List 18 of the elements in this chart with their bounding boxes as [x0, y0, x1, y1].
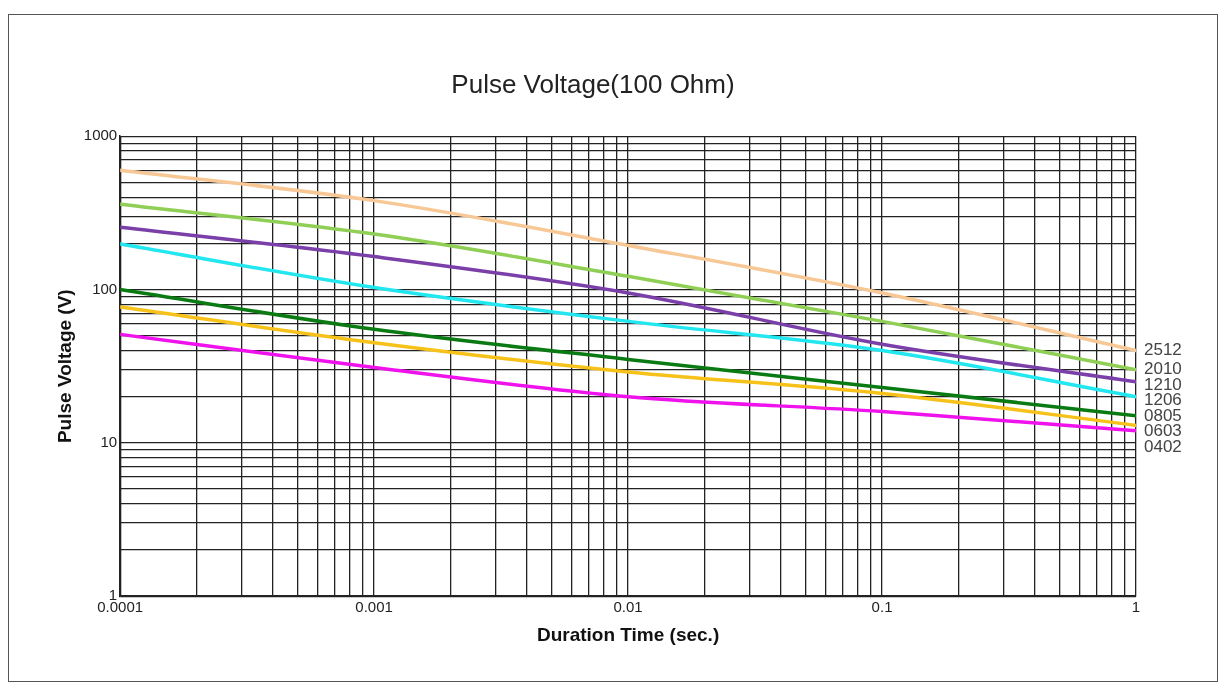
line-series — [120, 305, 1136, 428]
line-series — [120, 242, 1136, 399]
x-tick-label: 0.1 — [871, 598, 893, 616]
x-tick-label: 1 — [1131, 598, 1141, 616]
x-tick-label: 0.01 — [613, 598, 643, 616]
series-label: 2512 — [1144, 340, 1182, 360]
y-tick-label: 1000 — [83, 126, 118, 144]
line-series — [120, 332, 1136, 433]
x-axis-title: Duration Time (sec.) — [536, 623, 720, 645]
x-tick-label: 0.001 — [355, 598, 393, 616]
line-series — [120, 225, 1136, 384]
y-tick-label: 10 — [100, 433, 118, 451]
y-tick-label: 100 — [92, 279, 118, 297]
chart-title: Pulse Voltage(100 Ohm) — [451, 68, 735, 99]
line-series — [120, 168, 1136, 353]
y-axis-title: Pulse Voltage (V) — [53, 289, 75, 444]
line-series — [120, 202, 1136, 372]
line-series — [120, 287, 1136, 418]
